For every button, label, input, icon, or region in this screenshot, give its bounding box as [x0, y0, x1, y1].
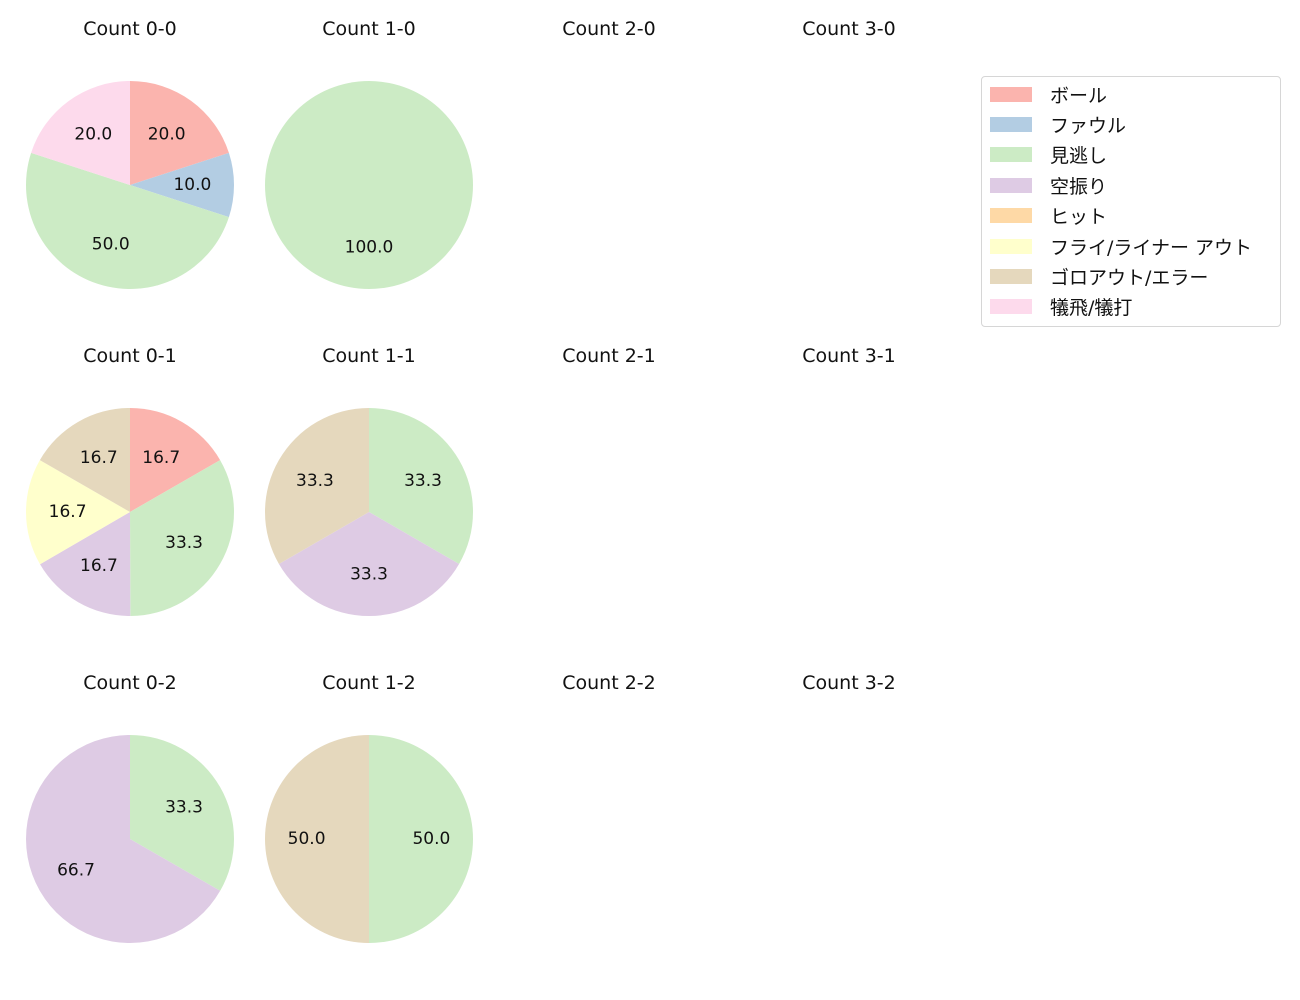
legend-item: ボール — [990, 79, 1107, 109]
legend-swatch — [990, 238, 1032, 254]
slice-label: 66.7 — [57, 860, 95, 880]
legend-label: ヒット — [1050, 206, 1108, 229]
slice-label: 100.0 — [345, 237, 394, 257]
subplot-title: Count 1-0 — [322, 18, 416, 40]
legend-label: ボール — [1050, 84, 1108, 107]
subplot-title: Count 0-1 — [83, 345, 177, 367]
subplot-count-1-2: Count 1-2 50.0 50.0 — [265, 672, 473, 943]
subplot-count-3-2: Count 3-2 — [802, 672, 896, 694]
slice-label: 16.7 — [80, 556, 118, 576]
slice-label: 33.3 — [404, 471, 442, 491]
subplot-count-0-0: Count 0-0 20.0 10.0 50.0 20.0 — [26, 18, 235, 289]
slice-label: 50.0 — [412, 829, 450, 849]
subplot-count-0-1: Count 0-1 16.7 33.3 16.7 16.7 16.7 — [25, 345, 234, 616]
legend-label: フライ/ライナー アウト — [1050, 236, 1253, 259]
slice-label: 10.0 — [173, 175, 211, 195]
legend-label: 空振り — [1050, 175, 1108, 198]
legend-item: ゴロアウト/エラー — [990, 261, 1208, 291]
pie-slice — [265, 408, 369, 564]
legend-label: ゴロアウト/エラー — [1050, 266, 1209, 289]
subplot-title: Count 0-2 — [83, 672, 177, 694]
slice-label: 16.7 — [49, 502, 87, 522]
slice-label: 16.7 — [142, 448, 180, 468]
pie-slice — [130, 152, 235, 218]
pie-slice — [369, 735, 473, 943]
legend-label: 見逃し — [1050, 145, 1108, 168]
subplot-count-0-2: Count 0-2 33.3 66.7 — [26, 672, 235, 943]
pie-slice — [265, 735, 369, 943]
legend-item: ファウル — [990, 109, 1126, 139]
subplot-count-2-1: Count 2-1 — [562, 345, 656, 367]
legend-swatch — [990, 268, 1032, 284]
legend-label: 犠飛/犠打 — [1050, 297, 1133, 320]
subplot-count-3-0: Count 3-0 — [802, 18, 896, 40]
subplot-title: Count 0-0 — [83, 18, 177, 40]
legend-swatch — [990, 147, 1032, 163]
subplot-count-1-1: Count 1-1 33.3 33.3 33.3 — [265, 345, 473, 617]
slice-label: 33.3 — [165, 798, 203, 818]
pie-slice — [31, 81, 131, 185]
slice-label: 50.0 — [288, 829, 326, 849]
pie-slice — [26, 735, 221, 943]
subplot-title: Count 3-2 — [802, 672, 896, 694]
pie-slice — [369, 408, 473, 564]
subplot-title: Count 2-1 — [562, 345, 656, 367]
subplot-count-1-0: Count 1-0 100.0 — [265, 18, 473, 289]
subplot-title: Count 3-1 — [802, 345, 896, 367]
subplot-title: Count 2-0 — [562, 18, 656, 40]
legend-swatch — [990, 177, 1032, 193]
subplot-title: Count 3-0 — [802, 18, 896, 40]
slice-label: 20.0 — [148, 125, 186, 145]
pie-slice — [130, 81, 229, 185]
slice-label: 33.3 — [165, 533, 203, 553]
chart-legend: ボールファウル見逃し空振りヒットフライ/ライナー アウト ゴロアウト/エラー 犠飛/… — [981, 76, 1281, 327]
legend-item: フライ/ライナー アウト — [990, 231, 1252, 261]
subplot-count-3-1: Count 3-1 — [802, 345, 896, 367]
pie-slice — [130, 460, 234, 616]
pie-slice — [39, 408, 130, 512]
pie-slice — [265, 81, 473, 289]
slice-label: 50.0 — [92, 234, 130, 254]
pie-slice — [25, 460, 130, 565]
legend-swatch — [990, 116, 1032, 132]
legend-label: ファウル — [1050, 114, 1127, 137]
legend-item: 見逃し — [990, 140, 1107, 170]
legend-item: 犠飛/犠打 — [990, 292, 1132, 322]
subplot-title: Count 2-2 — [562, 672, 656, 694]
legend-swatch — [990, 299, 1032, 315]
slice-label: 33.3 — [350, 564, 388, 584]
legend-item: ヒット — [990, 201, 1107, 231]
subplot-title: Count 1-1 — [322, 345, 416, 367]
slice-label: 33.3 — [296, 471, 334, 491]
pie-slice — [40, 512, 131, 616]
pie-slice — [130, 735, 235, 891]
pie-slice — [26, 152, 229, 289]
subplot-title: Count 1-2 — [322, 672, 416, 694]
legend-swatch — [990, 208, 1032, 224]
pie-slice — [130, 408, 221, 512]
slice-label: 16.7 — [80, 448, 118, 468]
legend-swatch — [990, 86, 1032, 102]
subplot-count-2-0: Count 2-0 — [562, 18, 656, 40]
slice-label: 20.0 — [74, 125, 112, 145]
legend-item: 空振り — [990, 170, 1107, 200]
subplot-count-2-2: Count 2-2 — [562, 672, 656, 694]
